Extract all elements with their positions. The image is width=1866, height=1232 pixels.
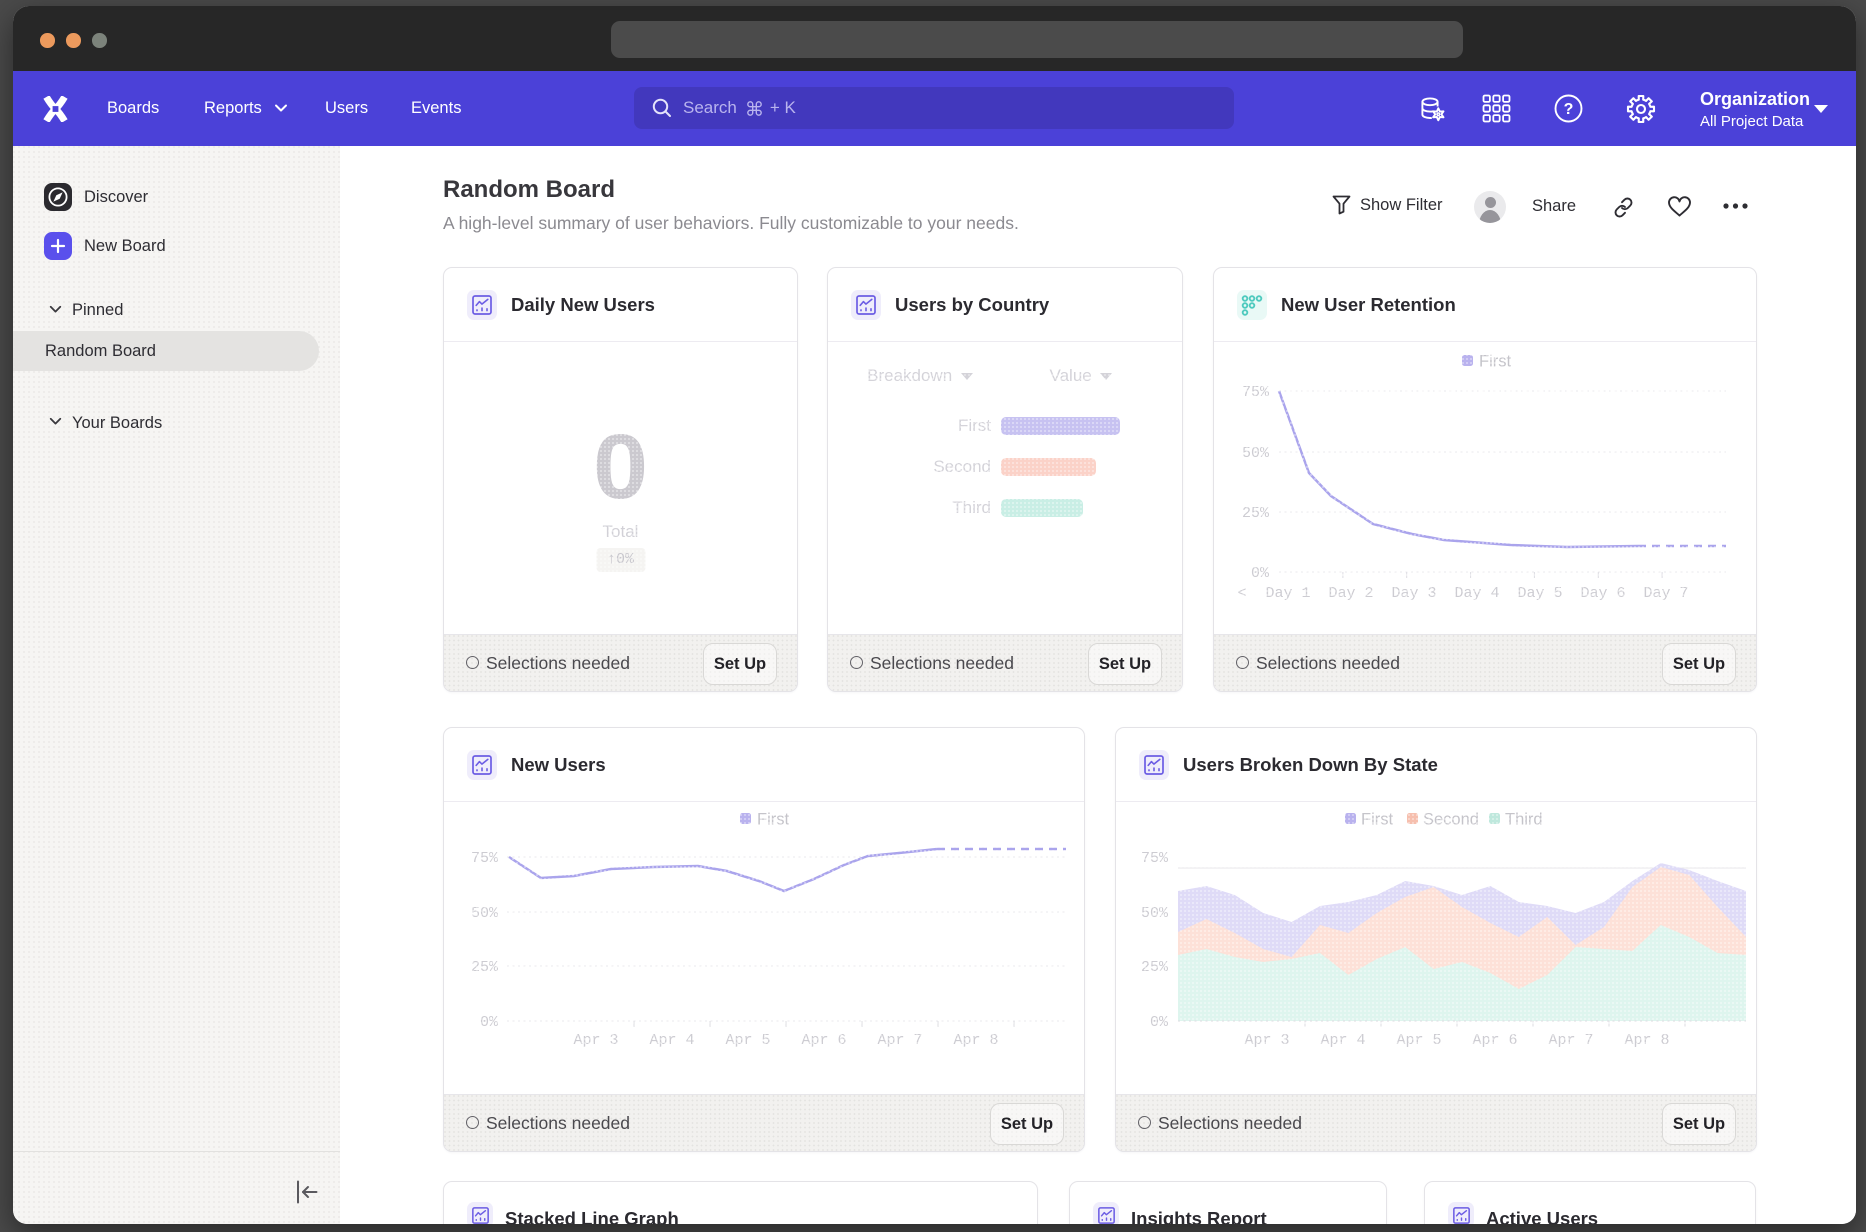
svg-text:Apr 3: Apr 3 xyxy=(573,1032,618,1049)
svg-text:Apr 5: Apr 5 xyxy=(725,1032,770,1049)
svg-text:0%: 0% xyxy=(1150,1014,1169,1031)
svg-text:25%: 25% xyxy=(1141,959,1169,976)
svg-text:Day 7: Day 7 xyxy=(1643,585,1688,602)
svg-text:Apr 6: Apr 6 xyxy=(801,1032,846,1049)
svg-text:First: First xyxy=(1361,811,1393,829)
svg-text:75%: 75% xyxy=(1242,384,1270,401)
svg-text:50%: 50% xyxy=(1242,445,1270,462)
svg-text:<: < xyxy=(1237,585,1246,602)
svg-text:Third: Third xyxy=(1505,811,1543,829)
svg-text:Apr 8: Apr 8 xyxy=(953,1032,998,1049)
svg-text:75%: 75% xyxy=(471,850,499,867)
svg-text:Second: Second xyxy=(1423,811,1479,829)
svg-text:25%: 25% xyxy=(1242,505,1270,522)
svg-text:75%: 75% xyxy=(1141,850,1169,867)
svg-text:Apr 4: Apr 4 xyxy=(649,1032,694,1049)
svg-text:First: First xyxy=(757,811,789,829)
svg-text:0%: 0% xyxy=(1251,565,1270,582)
svg-text:Apr 8: Apr 8 xyxy=(1624,1032,1669,1049)
svg-text:Apr 7: Apr 7 xyxy=(1548,1032,1593,1049)
svg-text:Apr 7: Apr 7 xyxy=(877,1032,922,1049)
svg-text:Day 2: Day 2 xyxy=(1328,585,1373,602)
svg-text:Day 6: Day 6 xyxy=(1580,585,1625,602)
svg-text:Apr 3: Apr 3 xyxy=(1244,1032,1289,1049)
svg-text:Apr 5: Apr 5 xyxy=(1396,1032,1441,1049)
svg-text:Day 1: Day 1 xyxy=(1265,585,1310,602)
svg-text:50%: 50% xyxy=(471,905,499,922)
svg-text:25%: 25% xyxy=(471,959,499,976)
svg-text:Apr 6: Apr 6 xyxy=(1472,1032,1517,1049)
svg-text:Day 3: Day 3 xyxy=(1391,585,1436,602)
svg-text:Day 4: Day 4 xyxy=(1454,585,1499,602)
svg-text:Day 5: Day 5 xyxy=(1517,585,1562,602)
svg-text:50%: 50% xyxy=(1141,905,1169,922)
svg-text:First: First xyxy=(1479,353,1511,371)
svg-text:?: ? xyxy=(1564,101,1574,118)
svg-text:0%: 0% xyxy=(480,1014,499,1031)
svg-text:Apr 4: Apr 4 xyxy=(1320,1032,1365,1049)
